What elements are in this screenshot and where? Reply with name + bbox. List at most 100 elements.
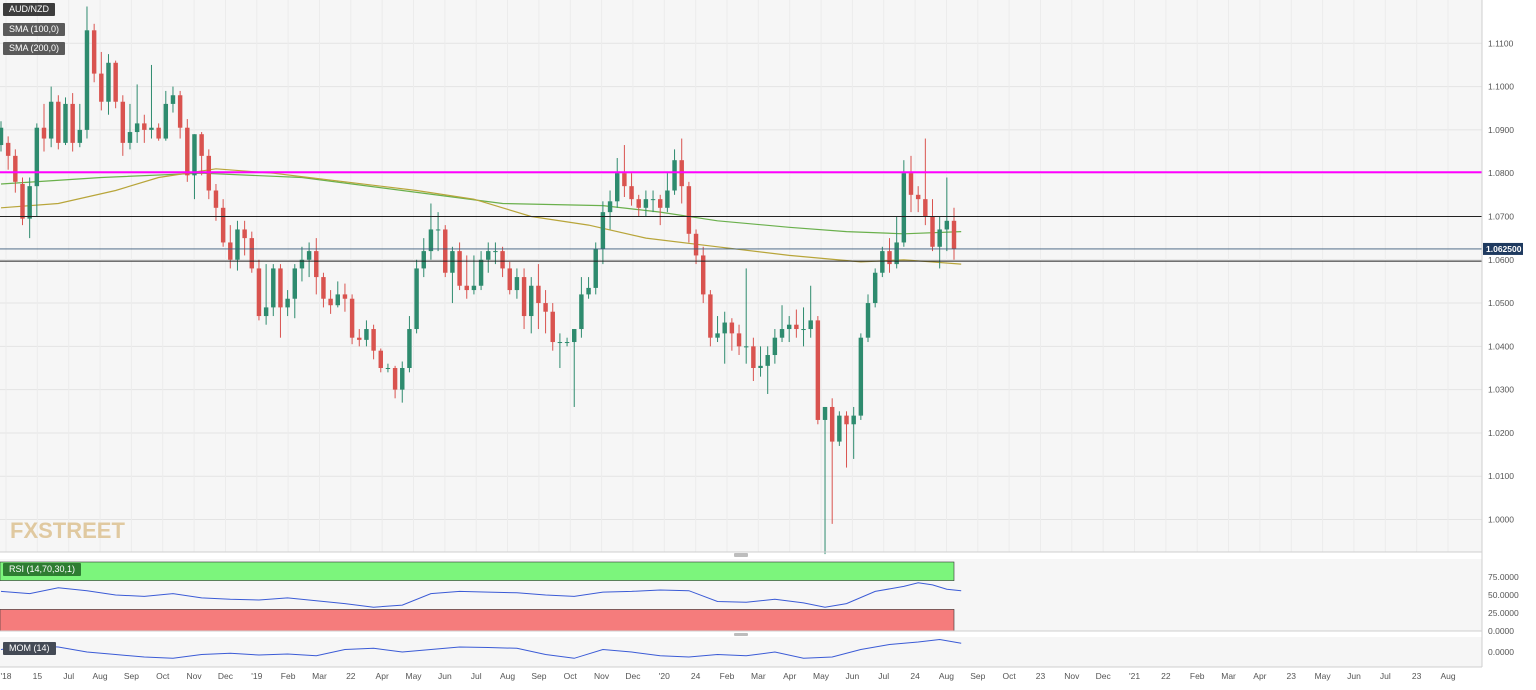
candle <box>722 311 727 364</box>
candle <box>142 114 147 143</box>
candle-body <box>235 229 240 260</box>
y-tick-label: 1.0100 <box>1488 471 1514 481</box>
x-tick-label: Aug <box>939 671 954 681</box>
legend-sma100[interactable]: SMA (100,0) <box>3 23 66 36</box>
panel-resize-handle[interactable] <box>734 633 748 636</box>
x-tick-label: Oct <box>1003 671 1017 681</box>
candle-body <box>872 272 878 304</box>
candle-body <box>428 229 434 252</box>
x-tick-label: Aug <box>500 671 515 681</box>
candle-body <box>70 103 75 143</box>
candle <box>392 365 398 399</box>
candle-body <box>364 329 369 340</box>
candle <box>27 177 32 239</box>
mom-plot-area[interactable] <box>0 637 1482 667</box>
candle <box>586 277 591 299</box>
candle-body <box>779 329 785 338</box>
candle <box>163 90 169 141</box>
candle <box>765 346 770 394</box>
candle <box>908 155 914 213</box>
x-tick-label: Sep <box>970 671 985 681</box>
candle <box>278 264 283 338</box>
candle-body <box>865 303 871 338</box>
candle-body <box>765 355 770 366</box>
candle <box>70 93 75 152</box>
x-tick-label: Dec <box>218 671 234 681</box>
candle-body <box>328 298 333 306</box>
x-tick-label: 24 <box>910 671 920 681</box>
main-plot-area[interactable] <box>0 0 1482 552</box>
x-tick-label: Mar <box>312 671 327 681</box>
candle <box>751 337 756 381</box>
candle-body <box>278 268 283 308</box>
x-tick-label: Apr <box>1253 671 1266 681</box>
candle-body <box>507 268 512 291</box>
legend-mom[interactable]: MOM (14) <box>3 642 56 655</box>
candle-body <box>650 199 656 201</box>
panel-resize-handle[interactable] <box>734 553 748 557</box>
candle-body <box>134 123 140 133</box>
y-tick-label: 1.0700 <box>1488 211 1514 221</box>
candle-body <box>923 199 928 217</box>
legend-symbol[interactable]: AUD/NZD <box>3 3 55 16</box>
x-tick-label: 22 <box>1161 671 1171 681</box>
last-price-tag <box>1483 242 1523 255</box>
x-tick-label: Nov <box>594 671 610 681</box>
candle <box>844 411 849 468</box>
candle <box>758 346 763 377</box>
candle-body <box>249 238 255 269</box>
candle <box>880 246 885 278</box>
candle <box>937 216 942 269</box>
candle-body <box>579 294 584 330</box>
candle-body <box>13 155 18 182</box>
candle-body <box>794 324 799 330</box>
candle <box>371 324 376 360</box>
candle <box>13 149 18 193</box>
candle <box>285 290 290 317</box>
sma200-line <box>0 168 962 265</box>
x-tick-label: Nov <box>187 671 203 681</box>
candle-body <box>471 285 477 291</box>
candle-body <box>163 103 169 139</box>
y-tick-label: 1.0900 <box>1488 125 1514 135</box>
candle <box>421 238 426 278</box>
candle-body <box>700 255 706 295</box>
candle <box>349 294 355 345</box>
candle-body <box>772 337 778 356</box>
x-tick-label: Dec <box>625 671 641 681</box>
candle-body <box>521 277 527 317</box>
candle-body <box>915 194 921 200</box>
legend-rsi[interactable]: RSI (14,70,30,1) <box>3 563 82 576</box>
candle-body <box>213 190 219 208</box>
candle-body <box>500 251 505 269</box>
candle <box>572 329 577 407</box>
candle-body <box>543 303 548 312</box>
candle-body <box>937 229 942 247</box>
candle <box>579 277 584 338</box>
mom-tick-label: 0.0000 <box>1488 647 1514 657</box>
candle <box>292 264 298 319</box>
candle-body <box>822 406 828 420</box>
candle-body <box>357 337 362 340</box>
x-tick-label: Feb <box>1190 671 1205 681</box>
candle <box>385 363 391 373</box>
rsi-tick-label: 50.0000 <box>1488 590 1519 600</box>
candle-body <box>529 285 534 317</box>
candle <box>930 199 935 252</box>
candle-body <box>149 127 154 130</box>
rsi-oversold-zone <box>0 609 955 632</box>
rsi-tick-label: 75.0000 <box>1488 572 1519 582</box>
candle <box>471 255 477 295</box>
candle-body <box>299 259 305 269</box>
candle <box>837 411 842 446</box>
x-tick-label: 23 <box>1287 671 1297 681</box>
candle-body <box>600 212 606 249</box>
x-tick-label: Apr <box>376 671 389 681</box>
candle-body <box>407 329 412 368</box>
candle <box>113 60 118 109</box>
legend-sma200[interactable]: SMA (200,0) <box>3 42 66 55</box>
candle-body <box>629 186 634 200</box>
candle-body <box>306 251 312 260</box>
